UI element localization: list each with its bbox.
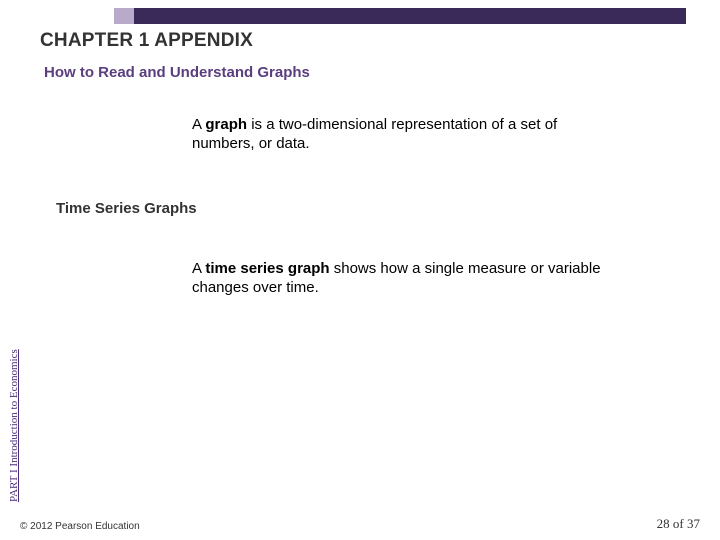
subsection-title: Time Series Graphs — [56, 200, 197, 217]
page-number: 28 of 37 — [657, 516, 700, 532]
graph-definition-paragraph: A graph is a two-dimensional representat… — [192, 116, 622, 154]
copyright-text: © 2012 Pearson Education — [20, 521, 140, 532]
page-total: 37 — [687, 516, 700, 531]
part-rest: Introduction to Economics — [8, 349, 20, 469]
time-series-definition-paragraph: A time series graph shows how a single m… — [192, 260, 622, 298]
chapter-title: CHAPTER 1 APPENDIX — [40, 30, 253, 52]
section-title: How to Read and Understand Graphs — [44, 64, 310, 81]
topbar-segment-dark — [134, 8, 686, 24]
topbar-segment-white — [34, 8, 114, 24]
slide-page: CHAPTER 1 APPENDIX How to Read and Under… — [0, 0, 720, 540]
part-number: PART I — [8, 469, 20, 502]
definition-rest: is a two-dimensional representation of a… — [192, 116, 557, 152]
page-current: 28 — [657, 516, 670, 531]
part-label-vertical: PART I Introduction to Economics — [8, 349, 20, 502]
page-separator: of — [670, 516, 687, 531]
topbar-segment-light — [114, 8, 134, 24]
timeseries-prefix: A — [192, 260, 205, 277]
definition-term: graph — [205, 116, 247, 133]
decorative-top-bar — [34, 8, 686, 24]
timeseries-term: time series graph — [205, 260, 329, 277]
definition-prefix: A — [192, 116, 205, 133]
